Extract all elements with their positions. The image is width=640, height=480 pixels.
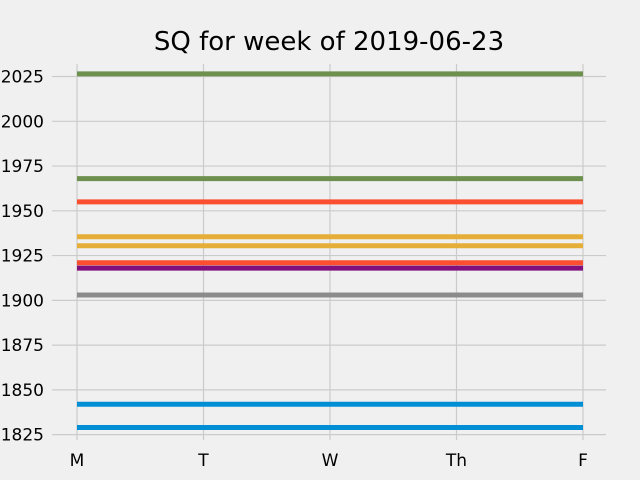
x-tick-label: F (578, 451, 588, 471)
y-tick-label: 1950 (1, 202, 44, 222)
y-tick-label: 1925 (1, 247, 44, 267)
y-tick-label: 1825 (1, 426, 44, 446)
chart-title: SQ for week of 2019-06-23 (154, 27, 504, 57)
x-tick-label: Th (445, 451, 467, 471)
x-tick-labels: M T W Th F (70, 451, 588, 471)
y-tick-label: 2025 (1, 68, 44, 88)
y-tick-label: 1875 (1, 336, 44, 356)
y-tick-label: 1850 (1, 381, 44, 401)
grid (52, 64, 606, 440)
y-tick-labels: 1825 1850 1875 1900 1925 1950 1975 2000 2025 (1, 68, 44, 446)
y-tick-label: 1900 (1, 291, 44, 311)
x-tick-label: M (70, 451, 85, 471)
x-tick-label: W (322, 451, 339, 471)
y-tick-label: 1975 (1, 157, 44, 177)
series-group (77, 71, 583, 430)
y-tick-label: 2000 (1, 112, 44, 132)
x-tick-label: T (197, 451, 209, 471)
